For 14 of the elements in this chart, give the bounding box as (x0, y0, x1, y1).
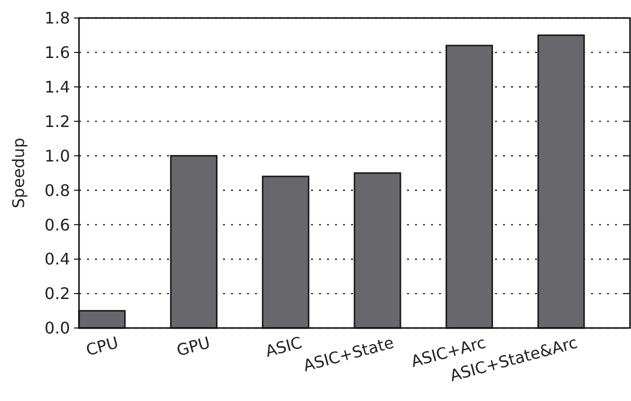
y-tick-label: 0.6 (44, 215, 70, 234)
y-tick-label: 1.4 (44, 77, 70, 96)
y-tick-label: 0.0 (44, 318, 70, 338)
y-tick-label: 0.8 (44, 180, 70, 200)
y-tick-label: 0.4 (44, 250, 70, 269)
y-tick-label: 1.6 (44, 43, 70, 62)
x-tick-label: ASIC (263, 332, 304, 361)
y-tick-label: 1.2 (44, 112, 70, 131)
x-tick-label: CPU (84, 332, 120, 360)
y-tick-label: 1.0 (44, 146, 70, 166)
x-tick-label: GPU (174, 332, 212, 360)
y-axis-title: Speedup (9, 138, 28, 208)
y-tick-label: 0.2 (44, 284, 70, 304)
y-tick-label: 1.8 (44, 8, 70, 28)
